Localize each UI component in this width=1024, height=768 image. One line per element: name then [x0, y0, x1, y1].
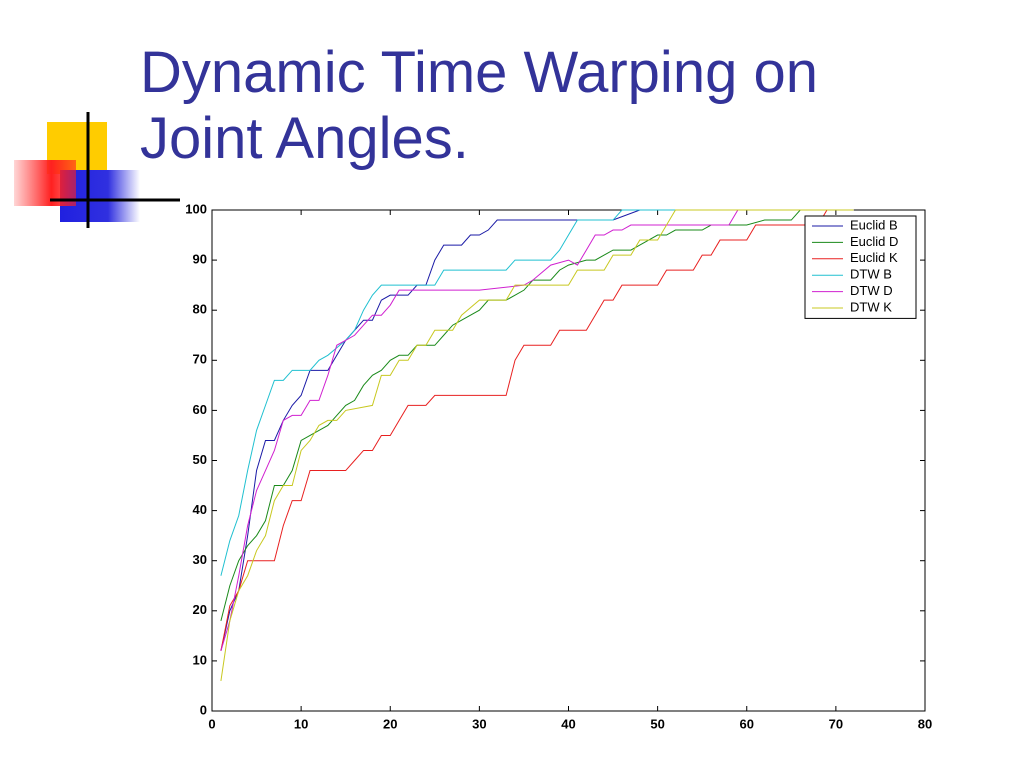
- y-tick-label: 60: [193, 402, 207, 417]
- x-tick-label: 30: [472, 716, 486, 731]
- legend-label: Euclid D: [850, 234, 898, 249]
- series-line: [220, 209, 854, 682]
- y-tick-label: 20: [193, 602, 207, 617]
- series-line: [220, 209, 845, 651]
- series-line: [220, 209, 854, 652]
- slide-title: Dynamic Time Warping on Joint Angles.: [140, 40, 818, 171]
- y-tick-label: 40: [193, 502, 207, 517]
- x-tick-label: 0: [208, 716, 215, 731]
- legend-box: [804, 215, 917, 319]
- legend-label: Euclid B: [850, 217, 898, 232]
- series-line: [220, 209, 854, 621]
- legend-label: Euclid K: [850, 250, 898, 265]
- x-tick-label: 10: [294, 716, 308, 731]
- legend-label: DTW K: [850, 299, 892, 314]
- y-tick-label: 90: [193, 252, 207, 267]
- x-tick-label: 20: [383, 716, 397, 731]
- y-tick-label: 70: [193, 352, 207, 367]
- legend-label: DTW D: [850, 283, 893, 298]
- y-tick-label: 100: [185, 201, 207, 216]
- x-tick-label: 70: [829, 716, 843, 731]
- x-tick-label: 80: [918, 716, 932, 731]
- y-tick-label: 80: [193, 302, 207, 317]
- x-tick-label: 40: [561, 716, 575, 731]
- y-tick-label: 50: [193, 452, 207, 467]
- x-tick-label: 60: [740, 716, 754, 731]
- y-tick-label: 30: [193, 552, 207, 567]
- legend-label: DTW B: [850, 267, 892, 282]
- x-tick-label: 50: [650, 716, 664, 731]
- y-tick-label: 10: [193, 652, 207, 667]
- series-line: [220, 209, 854, 576]
- y-tick-label: 0: [200, 702, 207, 717]
- decoration: [14, 112, 180, 228]
